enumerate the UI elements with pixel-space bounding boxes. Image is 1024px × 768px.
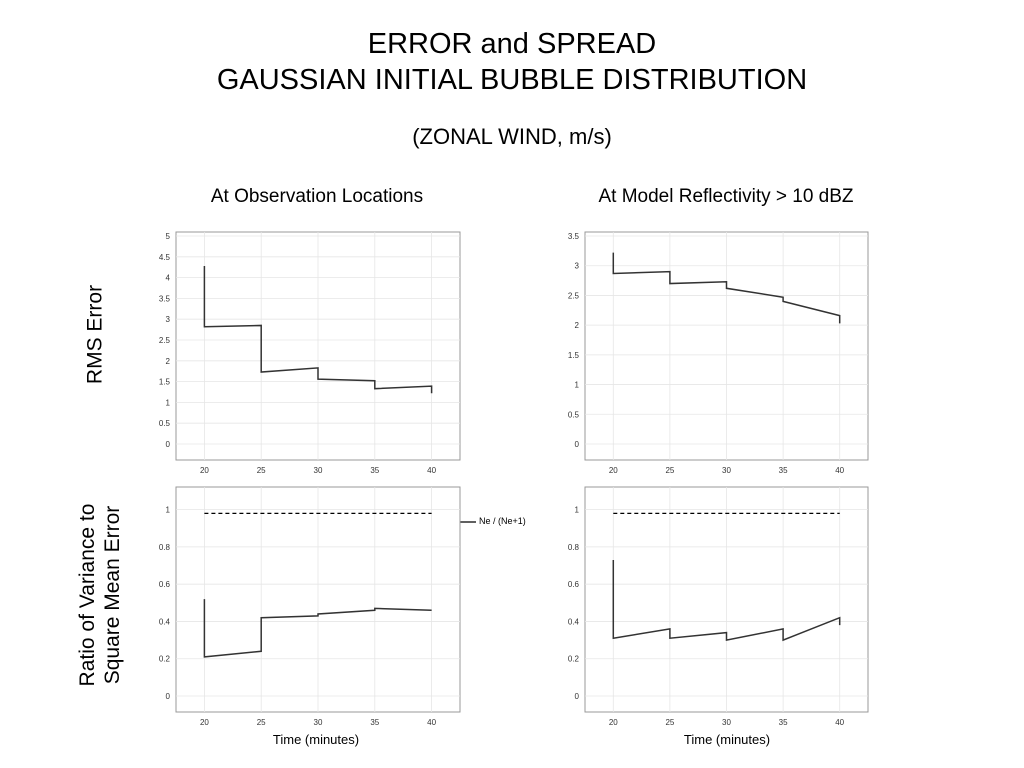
y-tick-label: 1 [575, 381, 580, 390]
x-tick-label: 30 [314, 718, 323, 727]
x-axis-label-left: Time (minutes) [272, 732, 360, 747]
chart-rms-refl: 0 0.5 1 1.5 2 2.5 3 3.5 20 25 30 35 40 [568, 231, 869, 475]
x-tick-label: 40 [835, 718, 844, 727]
slide-subtitle: (ZONAL WIND, m/s) [412, 124, 612, 149]
x-tick-label: 30 [314, 466, 323, 475]
y-tick-label: 1 [166, 398, 171, 407]
y-tick-label: 0.6 [159, 580, 171, 589]
x-tick-label: 40 [427, 466, 436, 475]
x-tick-label: 25 [665, 718, 674, 727]
y-tick-label: 2.5 [159, 336, 171, 345]
x-tick-label: 20 [609, 466, 618, 475]
x-axis-label-right: Time (minutes) [683, 732, 771, 747]
y-tick-label: 2 [575, 321, 580, 330]
series-line [203, 599, 432, 658]
y-tick-label: 0.4 [159, 617, 171, 626]
y-tick-label: 0 [575, 440, 580, 449]
y-tick-label: 1.5 [568, 351, 580, 360]
x-tick-label: 30 [722, 466, 731, 475]
y-tick-label: 0.2 [568, 655, 580, 664]
x-tick-label: 20 [200, 718, 209, 727]
column-heading-left: At Observation Locations [210, 186, 424, 207]
y-tick-label: 5 [166, 232, 171, 241]
y-tick-label: 0.6 [568, 580, 580, 589]
x-tick-label: 40 [835, 466, 844, 475]
series-line [203, 265, 433, 394]
y-tick-label: 4.5 [159, 253, 171, 262]
x-tick-label: 25 [665, 466, 674, 475]
y-tick-label: 0.8 [568, 543, 580, 552]
y-tick-label: 2 [166, 357, 171, 366]
x-tick-label: 25 [257, 718, 266, 727]
series-line [612, 559, 841, 642]
title-line-2: GAUSSIAN INITIAL BUBBLE DISTRIBUTION [216, 64, 808, 96]
x-tick-label: 35 [370, 718, 379, 727]
x-tick-label: 20 [609, 718, 618, 727]
y-tick-label: 0 [166, 692, 171, 701]
chart-ratio-refl: 0 0.2 0.4 0.6 0.8 1 20 25 30 35 40 [568, 486, 869, 727]
y-tick-label: 0.5 [568, 410, 580, 419]
x-tick-label: 35 [779, 718, 788, 727]
y-tick-label: 0.8 [159, 543, 171, 552]
x-tick-label: 20 [200, 466, 209, 475]
title-line-1: ERROR and SPREAD [367, 28, 657, 60]
column-heading-right: At Model Reflectivity > 10 dBZ [598, 186, 854, 207]
y-tick-label: 1 [575, 506, 580, 515]
series-line [612, 252, 841, 324]
y-tick-label: 3.5 [568, 232, 580, 241]
y-tick-label: 2.5 [568, 291, 580, 300]
x-tick-label: 35 [370, 466, 379, 475]
y-tick-label: 0.4 [568, 617, 580, 626]
annotation-ne-ratio: Ne / (Ne+1) [479, 516, 526, 526]
y-tick-label: 1 [166, 506, 171, 515]
y-tick-label: 3 [575, 262, 580, 271]
x-tick-label: 25 [257, 466, 266, 475]
y-tick-label: 3.5 [159, 294, 171, 303]
slide-title: ERROR and SPREAD GAUSSIAN INITIAL BUBBLE… [0, 26, 1024, 98]
y-tick-label: 0.2 [159, 655, 171, 664]
y-tick-label: 0 [575, 692, 580, 701]
y-tick-label: 0 [166, 440, 171, 449]
y-tick-label: 0.5 [159, 419, 171, 428]
x-tick-label: 30 [722, 718, 731, 727]
chart-rms-obs: 0 0.5 1 1.5 2 2.5 3 3.5 4 4.5 5 20 25 30 35 40 [159, 231, 461, 475]
x-tick-label: 35 [779, 466, 788, 475]
y-tick-label: 3 [166, 315, 171, 324]
x-tick-label: 40 [427, 718, 436, 727]
y-tick-label: 1.5 [159, 378, 171, 387]
chart-ratio-obs: 0 0.2 0.4 0.6 0.8 1 20 25 30 35 40 [159, 486, 461, 727]
y-tick-label: 4 [166, 274, 171, 283]
